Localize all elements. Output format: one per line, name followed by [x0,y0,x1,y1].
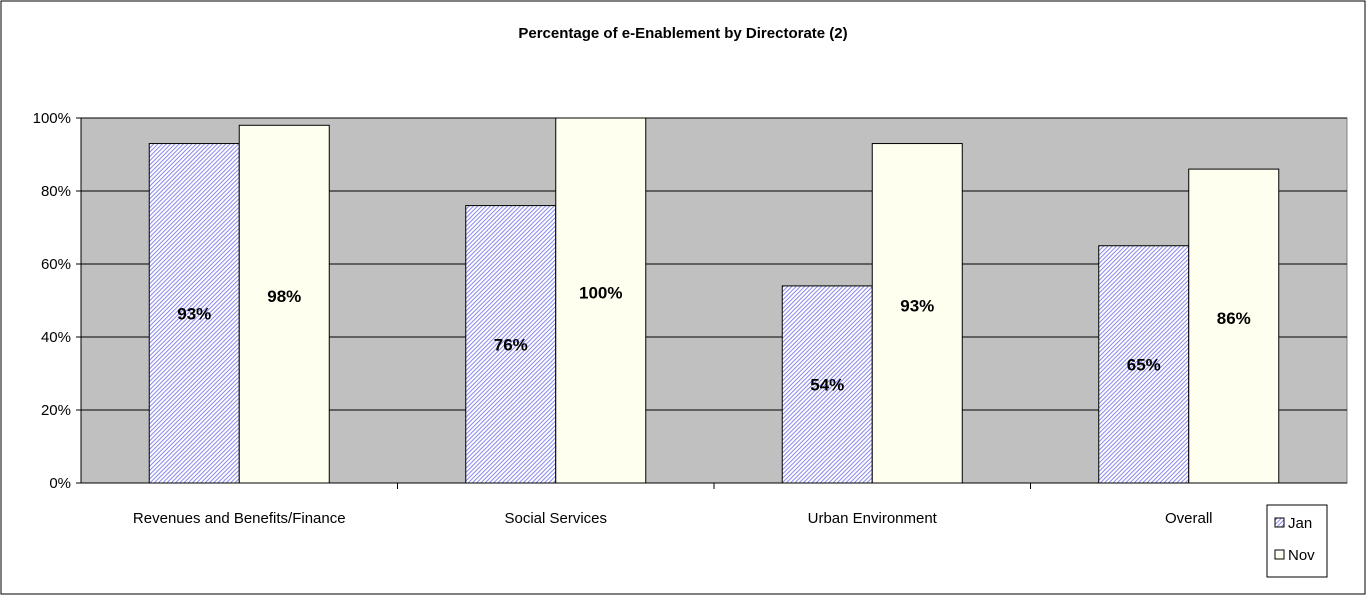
bar-nov [871,143,963,484]
bar-jan [465,205,557,484]
bar-jan [781,285,873,484]
legend: Jan Nov [1266,504,1328,578]
data-label: 93% [177,304,211,323]
data-label: 54% [810,375,844,394]
data-label: 98% [267,287,301,306]
legend-box [1266,504,1328,578]
data-label: 65% [1127,355,1161,374]
data-label: 86% [1217,309,1251,328]
legend-label-nov: Nov [1288,547,1315,564]
bar-nov [1188,168,1280,484]
legend-swatch-jan [1274,517,1285,528]
y-tick-label: 20% [41,402,71,419]
x-category-label: Social Services [504,510,607,527]
y-tick-label: 40% [41,329,71,346]
legend-label-jan: Jan [1288,515,1312,532]
data-label: 100% [579,284,622,303]
plot-area: 0% 20% 40% 60% 80% 100% 93% 98% Revenues and Ben… [33,110,1348,527]
y-tick-label: 100% [33,110,71,127]
x-category-label: Overall [1165,510,1213,527]
data-label: 76% [494,335,528,354]
bar-nov [555,117,647,484]
chart-title: Percentage of e-Enablement by Directorat… [518,25,847,42]
legend-swatch-nov [1274,549,1285,560]
bar-jan [1098,245,1190,484]
bar-nov [238,124,330,484]
y-tick-label: 60% [41,256,71,273]
bar-jan [148,143,240,484]
y-tick-label: 80% [41,183,71,200]
x-category-label: Revenues and Benefits/Finance [133,510,346,527]
x-category-label: Urban Environment [808,510,938,527]
y-tick-label: 0% [49,475,71,492]
data-label: 93% [900,296,934,315]
